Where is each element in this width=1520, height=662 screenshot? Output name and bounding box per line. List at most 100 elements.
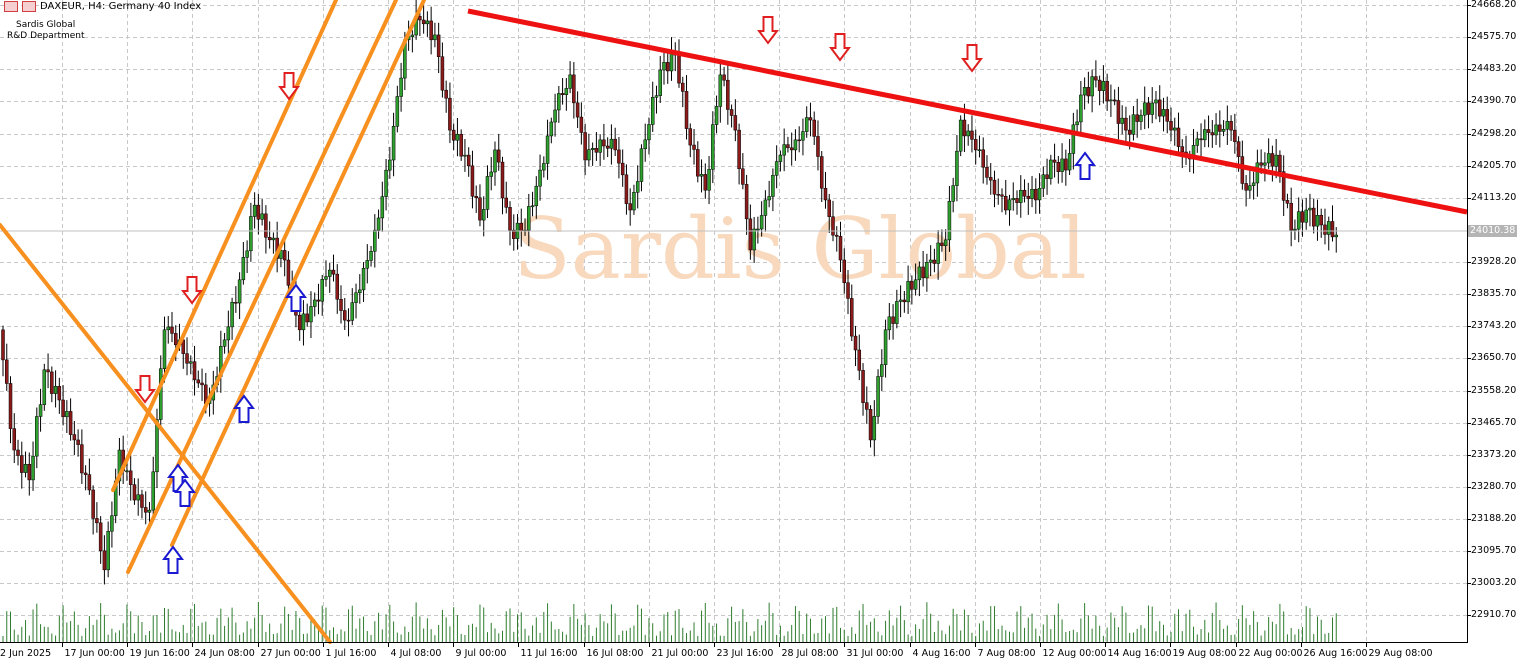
candle-bear xyxy=(1052,159,1057,163)
candle-bear xyxy=(50,371,54,394)
candle-bear xyxy=(57,386,62,401)
candle-bull xyxy=(898,299,903,302)
indicator-list-icon[interactable] xyxy=(4,1,18,12)
sell-arrow-icon xyxy=(961,44,983,73)
candle-bear xyxy=(1259,162,1263,166)
candle-bull xyxy=(354,292,358,303)
candle-bull xyxy=(493,149,497,173)
candle-bull xyxy=(545,135,550,164)
candle-bull xyxy=(38,404,43,417)
candle-bull xyxy=(1195,138,1200,146)
x-tick-label: 29 Aug 08:00 xyxy=(1368,648,1433,659)
candles xyxy=(1,0,1338,585)
candle-bull xyxy=(1037,187,1042,201)
candle-bull xyxy=(699,174,704,177)
candle-bear xyxy=(140,494,144,508)
channel-line-lower xyxy=(170,0,426,547)
y-tick-label: 24575.70 xyxy=(1471,30,1517,42)
candle-bull xyxy=(718,74,723,107)
candle-bull xyxy=(936,242,940,264)
candle-bull xyxy=(410,34,415,37)
candle-bear xyxy=(620,162,625,176)
y-tick-label: 23835.70 xyxy=(1471,287,1517,299)
buy-arrow-icon xyxy=(174,478,196,507)
candle-bull xyxy=(125,470,129,473)
candle-bear xyxy=(346,319,351,322)
candle-bull xyxy=(876,376,880,417)
candle-bull xyxy=(568,74,572,89)
candle-bear xyxy=(264,213,268,238)
candle-bull xyxy=(463,154,467,157)
candle-bear xyxy=(572,74,576,104)
candle-bull xyxy=(31,455,35,481)
candle-bull xyxy=(252,204,257,217)
candle-bear xyxy=(466,154,471,167)
candle-bull xyxy=(365,260,370,269)
candle-bull xyxy=(774,161,779,176)
candle-bear xyxy=(1112,99,1117,102)
candle-bear xyxy=(1169,121,1173,131)
candle-bear xyxy=(868,409,873,441)
candle-bear xyxy=(985,166,989,178)
candle-bear xyxy=(87,474,92,491)
candle-bull xyxy=(481,209,486,221)
y-tick-label: 23003.20 xyxy=(1471,576,1517,588)
candle-bear xyxy=(1004,195,1008,211)
candle-bull xyxy=(925,262,929,279)
candle-bear xyxy=(726,79,730,110)
orange-lines[interactable] xyxy=(0,0,426,644)
candle-bear xyxy=(932,259,937,264)
candle-bull xyxy=(1274,154,1278,167)
candle-bull xyxy=(23,463,28,473)
candle-bull xyxy=(880,364,884,377)
candle-bear xyxy=(1056,162,1061,172)
x-tick-label: 16 Jul 08:00 xyxy=(586,648,644,659)
candle-bear xyxy=(628,203,632,211)
candle-bull xyxy=(1075,121,1079,126)
y-tick-label: 24298.20 xyxy=(1471,127,1517,139)
candle-bear xyxy=(891,316,895,324)
candle-bull xyxy=(271,237,276,241)
candle-bear xyxy=(865,402,869,410)
candle-bull xyxy=(1263,162,1267,166)
candle-bear xyxy=(981,149,985,168)
candle-bear xyxy=(128,470,133,485)
candle-bear xyxy=(733,115,738,131)
candle-bull xyxy=(162,329,167,369)
y-tick-label: 24483.20 xyxy=(1471,62,1517,74)
candle-bear xyxy=(16,449,20,456)
candle-bull xyxy=(110,515,114,532)
candle-bear xyxy=(605,145,610,149)
candle-bear xyxy=(834,234,839,237)
candle-bear xyxy=(504,197,509,208)
candle-bull xyxy=(759,215,764,230)
candle-bear xyxy=(297,314,302,331)
candle-bear xyxy=(20,455,24,473)
candle-bear xyxy=(170,326,174,334)
x-tick-label: 11 Jul 16:00 xyxy=(520,648,578,659)
template-icon[interactable] xyxy=(22,1,36,12)
candle-bull xyxy=(913,279,918,290)
candle-bear xyxy=(1330,221,1335,238)
candle-bear xyxy=(91,489,95,519)
candle-bear xyxy=(27,463,32,481)
candle-bull xyxy=(711,124,715,170)
candle-bull xyxy=(538,169,542,187)
candle-bull xyxy=(906,281,910,303)
candle-bear xyxy=(722,74,726,81)
candle-bear xyxy=(996,194,1000,196)
signal-arrows xyxy=(134,16,1096,574)
candle-bear xyxy=(451,129,456,141)
red-resistance-trendline[interactable] xyxy=(467,8,1468,215)
candle-bear xyxy=(729,109,734,116)
candle-bear xyxy=(992,179,997,195)
x-tick-label: 23 Jul 16:00 xyxy=(716,648,774,659)
candle-bear xyxy=(613,138,617,151)
candle-bull xyxy=(350,302,355,321)
candle-bear xyxy=(1270,153,1275,167)
candle-bull xyxy=(155,419,159,473)
candle-bull xyxy=(647,124,651,141)
candle-bull xyxy=(237,279,242,304)
candle-bear xyxy=(68,411,73,435)
